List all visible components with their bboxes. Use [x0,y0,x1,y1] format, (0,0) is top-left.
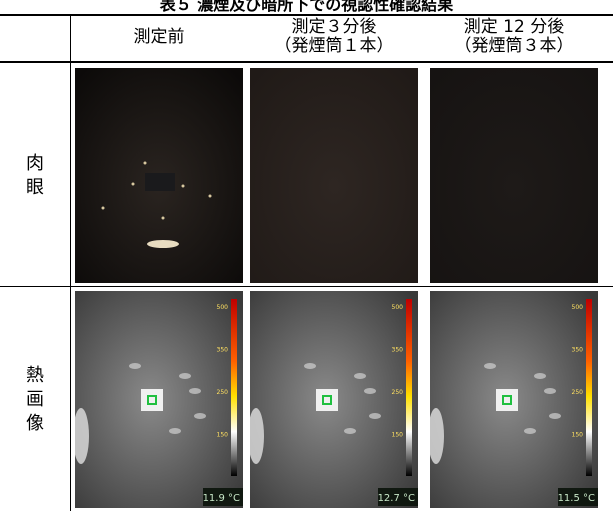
thermal-image: 500 350 250 150 12.7 °C [250,291,418,508]
table-title: 表５ 濃煙及び暗所下での視認性確認結果 [0,0,613,15]
scale-label: 250 [392,389,404,396]
rule [0,61,613,63]
row-label-char: 画 [0,388,70,412]
row-label-char: 肉 [0,152,70,176]
scale-label: 150 [392,431,404,438]
photo [430,68,598,283]
scale-label: 250 [217,389,229,396]
header-line: （発煙筒１本） [245,37,423,56]
temperature-label: 11.9 °C [203,493,240,504]
photo [250,68,418,283]
header-line: （発煙筒３本） [425,37,603,56]
row-label-char: 熱 [0,364,70,388]
column-rule [70,14,71,511]
column-header: 測定前 [70,28,248,47]
scale-label: 350 [572,346,584,353]
row-label-char: 像 [0,412,70,436]
scale-label: 350 [217,346,229,353]
scale-label: 250 [572,389,584,396]
photo [75,68,243,283]
scale-label: 150 [217,431,229,438]
temperature-label: 11.5 °C [558,493,595,504]
rule [0,14,613,16]
scale-label: 350 [392,346,404,353]
scale-label: 500 [572,304,584,311]
page: 表５ 濃煙及び暗所下での視認性確認結果 測定前測定３分後（発煙筒１本）測定 12… [0,0,613,511]
row-label-char: 眼 [0,176,70,200]
column-header: 測定 12 分後（発煙筒３本） [425,18,603,56]
header-line: 測定３分後 [245,18,423,37]
row-label: 熱画像 [0,364,70,436]
rule [0,286,613,287]
scale-label: 150 [572,431,584,438]
temperature-label: 12.7 °C [378,493,415,504]
thermal-image: 500 350 250 150 11.5 °C [430,291,598,508]
column-header: 測定３分後（発煙筒１本） [245,18,423,56]
scale-label: 500 [217,304,229,311]
row-label: 肉眼 [0,152,70,200]
header-line: 測定前 [70,28,248,47]
thermal-image: 500 350 250 150 11.9 °C [75,291,243,508]
header-line: 測定 12 分後 [425,18,603,37]
scale-label: 500 [392,304,404,311]
